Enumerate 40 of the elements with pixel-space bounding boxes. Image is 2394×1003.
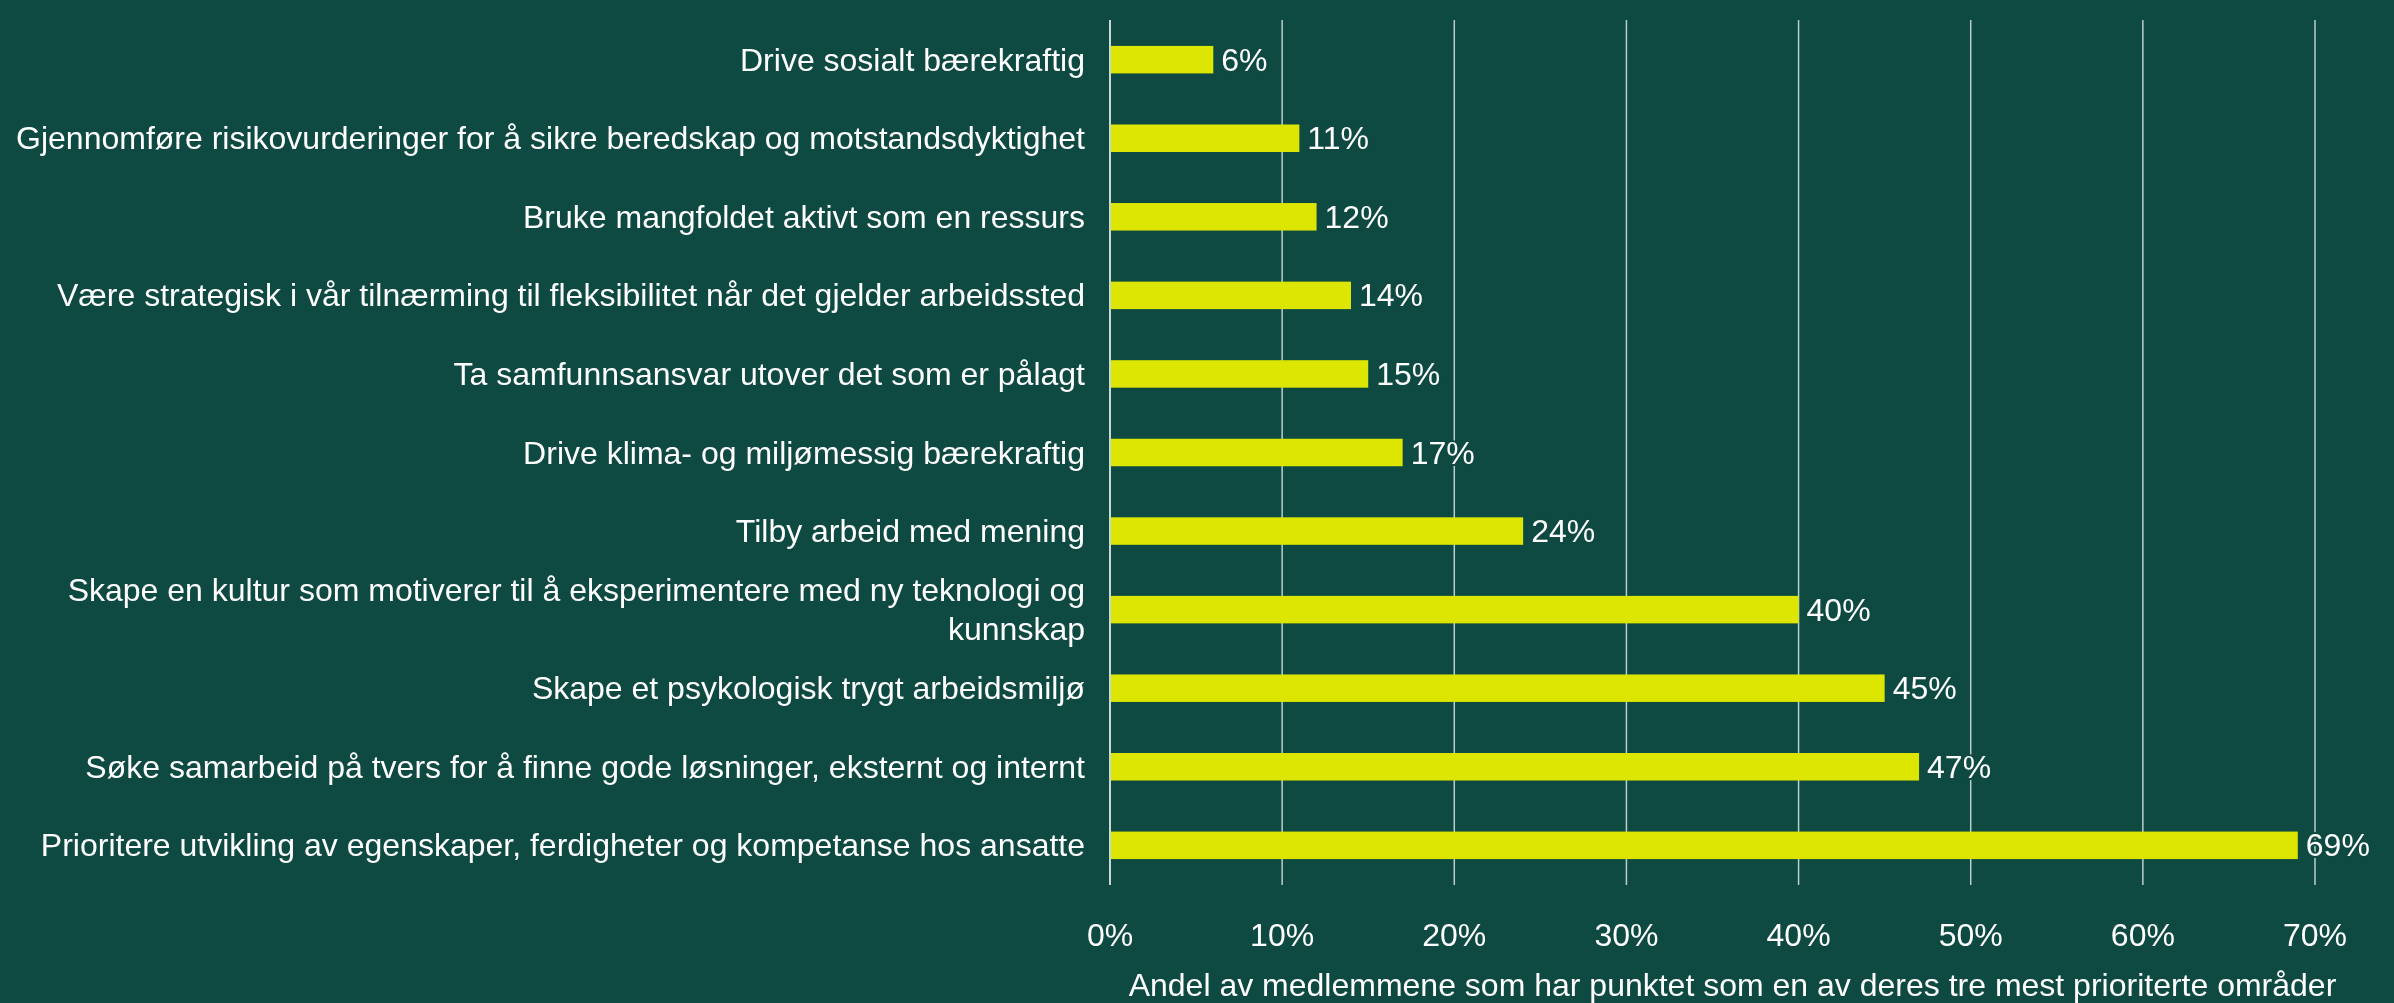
y-tick-label: Ta samfunnsansvar utover det som er pålagt bbox=[453, 355, 1086, 392]
y-tick-label: Drive klima- og miljømessig bærekraftig bbox=[523, 434, 1085, 471]
x-tick-label: 0% bbox=[1086, 917, 1134, 953]
bar bbox=[1110, 281, 1351, 310]
data-label: 69% bbox=[2305, 827, 2370, 864]
bar bbox=[1110, 45, 1214, 74]
bar bbox=[1110, 124, 1300, 152]
bar bbox=[1110, 831, 2298, 860]
x-axis-title: Andel av medlemmene som har punktet som en av deres tre mest prioriterte områder bbox=[1128, 967, 2337, 1003]
y-tick-label: Være strategisk i vår tilnærming til fleksibilitet når det gjelder arbeidssted bbox=[57, 277, 1085, 314]
x-tick-label: 20% bbox=[1422, 917, 1487, 953]
data-label: 6% bbox=[1221, 41, 1268, 78]
data-label: 40% bbox=[1806, 591, 1871, 628]
y-tick-label: Søke samarbeid på tvers for å finne gode løsninger, eksternt og internt bbox=[85, 748, 1086, 785]
data-label: 14% bbox=[1359, 277, 1424, 314]
x-tick-label: 30% bbox=[1594, 917, 1659, 953]
data-label: 15% bbox=[1376, 355, 1441, 392]
bar bbox=[1110, 438, 1403, 467]
y-tick-label: Skape en kultur som motiverer til å eksperimentere med ny teknologi og kunnskap bbox=[67, 572, 1085, 647]
data-label: 45% bbox=[1892, 670, 1957, 707]
x-tick-label: 70% bbox=[2282, 917, 2348, 953]
y-tick-label: Gjennomføre risikovurderinger for å sikre beredskap og motstandsdyktighet bbox=[16, 120, 1086, 157]
data-label: 11% bbox=[1307, 120, 1370, 157]
data-label: 12% bbox=[1324, 198, 1389, 235]
bar bbox=[1110, 674, 1885, 702]
y-tick-label: Drive sosialt bærekraftig bbox=[740, 41, 1085, 78]
bar bbox=[1110, 753, 1920, 781]
bar bbox=[1110, 517, 1524, 545]
x-tick-label: 10% bbox=[1250, 917, 1315, 953]
bar bbox=[1110, 203, 1317, 231]
y-tick-label: Bruke mangfoldet aktivt som en ressurs bbox=[522, 198, 1085, 235]
bar bbox=[1110, 360, 1369, 388]
y-tick-label: Tilby arbeid med mening bbox=[735, 513, 1085, 550]
x-tick-label: 60% bbox=[2110, 917, 2175, 953]
x-tick-label: 50% bbox=[1938, 917, 2003, 953]
data-label: 24% bbox=[1531, 513, 1596, 550]
bar bbox=[1110, 595, 1799, 624]
y-tick-label: Skape et psykologisk trygt arbeidsmiljø bbox=[531, 670, 1085, 707]
x-tick-label: 40% bbox=[1766, 917, 1831, 953]
y-tick-label: Prioritere utvikling av egenskaper, ferdigheter og kompetanse hos ansatte bbox=[40, 827, 1085, 864]
